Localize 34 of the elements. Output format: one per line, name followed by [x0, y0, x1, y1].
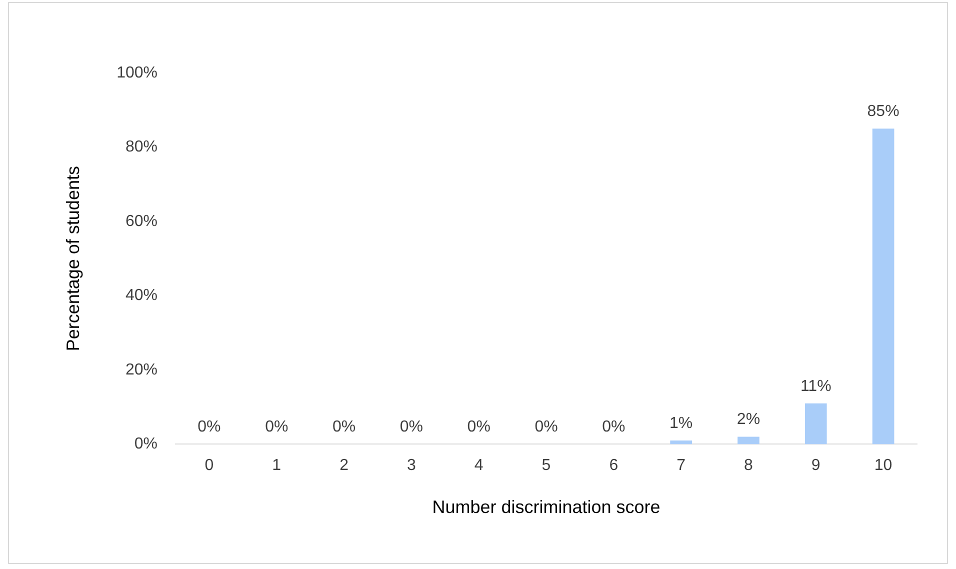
y-tick-label: 80%	[125, 138, 158, 156]
x-tick-label: 1	[272, 457, 282, 474]
x-tick-label: 9	[811, 457, 820, 474]
data-label: 11%	[800, 378, 832, 395]
x-tick-label: 2	[340, 457, 349, 474]
x-tick-label: 6	[609, 457, 618, 474]
data-label: 0%	[198, 418, 221, 436]
bar	[670, 440, 692, 444]
data-label: 2%	[736, 411, 760, 428]
data-label: 0%	[332, 418, 356, 436]
y-tick-label: 0%	[134, 436, 158, 453]
data-label: 85%	[867, 103, 900, 120]
data-label: 0%	[602, 418, 626, 436]
x-tick-label: 4	[474, 457, 484, 474]
x-tick-label: 0	[204, 457, 214, 474]
x-tick-label: 5	[542, 457, 551, 474]
x-tick-label: 8	[744, 457, 754, 474]
x-axis-title: Number discrimination score	[432, 497, 660, 518]
bar	[738, 436, 760, 444]
y-tick-label: 20%	[125, 361, 158, 378]
x-tick-label: 10	[874, 457, 892, 474]
y-tick-label: 60%	[125, 212, 158, 230]
data-label: 1%	[670, 414, 693, 432]
y-axis-title: Percentage of students	[62, 166, 83, 352]
y-tick-label: 40%	[125, 287, 158, 304]
y-tick-label: 100%	[116, 64, 158, 82]
x-tick-label: 7	[676, 457, 686, 474]
x-tick-label: 3	[406, 457, 416, 474]
data-label: 0%	[534, 418, 558, 436]
bar	[804, 403, 827, 444]
data-label: 0%	[265, 418, 288, 436]
data-label: 0%	[467, 418, 490, 436]
bar	[872, 128, 894, 444]
data-label: 0%	[400, 418, 424, 436]
